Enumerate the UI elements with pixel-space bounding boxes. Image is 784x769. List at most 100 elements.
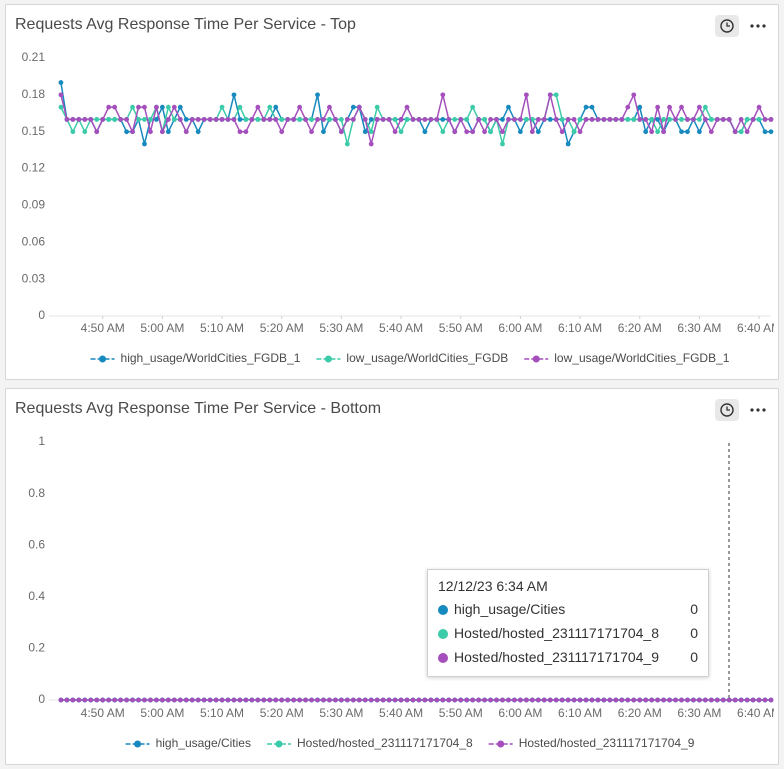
data-point xyxy=(201,117,207,122)
legend-dot xyxy=(99,355,107,363)
data-point xyxy=(655,117,661,122)
data-point xyxy=(714,697,720,703)
data-point xyxy=(696,104,702,110)
data-point xyxy=(410,117,416,122)
data-point xyxy=(219,697,225,703)
tooltip-row: high_usage/Cities 0 xyxy=(438,601,698,619)
data-point xyxy=(183,129,189,135)
x-tick-label: 6:10 AM xyxy=(558,706,602,720)
data-point xyxy=(112,117,118,122)
data-point xyxy=(225,697,231,703)
data-point xyxy=(768,117,774,122)
data-point xyxy=(506,104,511,110)
clock-icon[interactable] xyxy=(720,19,734,33)
data-point xyxy=(488,117,493,122)
data-point xyxy=(685,697,690,703)
data-point xyxy=(64,117,70,122)
legend-item[interactable]: high_usage/WorldCities_FGDB_1 xyxy=(90,351,301,365)
data-point xyxy=(488,697,493,703)
data-point xyxy=(386,117,392,122)
data-point xyxy=(94,129,100,135)
data-point xyxy=(309,117,314,122)
more-button[interactable] xyxy=(750,408,766,412)
data-point xyxy=(607,117,613,122)
data-point xyxy=(422,117,428,122)
data-point xyxy=(82,129,88,135)
data-point xyxy=(607,697,613,703)
legend-item[interactable]: low_usage/WorldCities_FGDB_1 xyxy=(524,351,730,365)
data-point xyxy=(565,697,571,703)
tooltip-name: Hosted/hosted_231117171704_9 xyxy=(454,649,659,665)
data-point xyxy=(738,117,744,122)
y-tick-label: 0.21 xyxy=(22,50,46,64)
data-point xyxy=(82,117,88,122)
legend-item[interactable]: low_usage/WorldCities_FGDB xyxy=(316,351,508,365)
data-point xyxy=(374,104,380,110)
data-point xyxy=(512,697,517,703)
data-point xyxy=(464,697,470,703)
data-point xyxy=(321,697,326,703)
data-point xyxy=(118,697,124,703)
tooltip-value: 0 xyxy=(690,601,698,617)
data-point xyxy=(464,129,470,135)
data-point xyxy=(76,697,82,703)
data-point xyxy=(655,697,661,703)
data-point xyxy=(541,697,547,703)
data-point xyxy=(106,104,112,110)
tooltip-name: high_usage/Cities xyxy=(454,601,566,617)
data-point xyxy=(291,697,297,703)
data-point xyxy=(619,117,625,122)
data-point xyxy=(643,129,649,135)
data-point xyxy=(446,697,452,703)
data-point xyxy=(643,117,649,122)
data-point xyxy=(458,117,464,122)
x-tick-label: 5:40 AM xyxy=(379,321,423,335)
data-point xyxy=(165,104,171,110)
data-point xyxy=(404,117,410,122)
x-axis-labels: 4:50 AM 5:00 AM 5:10 AM 5:20 AM 5:30 AM 5:40 … xyxy=(81,316,774,335)
data-point xyxy=(130,129,135,135)
data-point xyxy=(547,117,553,122)
data-point xyxy=(398,117,404,122)
x-axis-labels: 4:50 AM 5:00 AM 5:10 AM 5:20 AM 5:30 AM 5:40 … xyxy=(81,700,778,720)
data-point xyxy=(631,697,637,703)
data-point xyxy=(344,141,350,147)
data-point xyxy=(154,104,159,110)
data-point xyxy=(112,104,118,110)
data-point xyxy=(458,697,464,703)
data-point xyxy=(159,104,165,110)
more-button[interactable] xyxy=(750,24,766,28)
x-tick-label: 5:40 AM xyxy=(379,706,423,720)
data-point xyxy=(213,697,219,703)
data-point xyxy=(649,117,655,122)
data-point xyxy=(571,117,577,122)
data-point xyxy=(452,129,458,135)
data-point xyxy=(571,129,577,135)
data-point xyxy=(368,117,374,122)
data-point xyxy=(362,129,368,135)
data-point xyxy=(249,117,255,122)
legend-item[interactable]: Hosted/hosted_231117171704_8 xyxy=(266,736,473,750)
data-point xyxy=(344,117,350,122)
x-tick-label: 6:40 AM xyxy=(737,706,778,720)
data-point xyxy=(273,117,279,122)
legend-item[interactable]: high_usage/Cities xyxy=(125,736,251,750)
tooltip-title: 12/12/23 6:34 AM xyxy=(438,578,548,594)
data-point xyxy=(500,141,505,147)
data-point xyxy=(327,697,332,703)
chart: Requests Avg Response Time Per Service -… xyxy=(15,399,778,750)
legend-item[interactable]: Hosted/hosted_231117171704_9 xyxy=(488,736,695,750)
data-point xyxy=(583,117,589,122)
data-point xyxy=(410,697,416,703)
data-point xyxy=(58,104,64,110)
legend: high_usage/Cities Hosted/hosted_231117171… xyxy=(125,736,695,750)
data-point xyxy=(529,697,535,703)
chart-panel: Requests Avg Response Time Per Service -… xyxy=(5,388,779,765)
x-tick-label: 6:20 AM xyxy=(618,706,662,720)
data-point xyxy=(547,92,553,98)
data-point xyxy=(535,697,541,703)
data-point xyxy=(195,129,201,135)
data-point xyxy=(344,697,350,703)
clock-icon[interactable] xyxy=(720,403,734,417)
